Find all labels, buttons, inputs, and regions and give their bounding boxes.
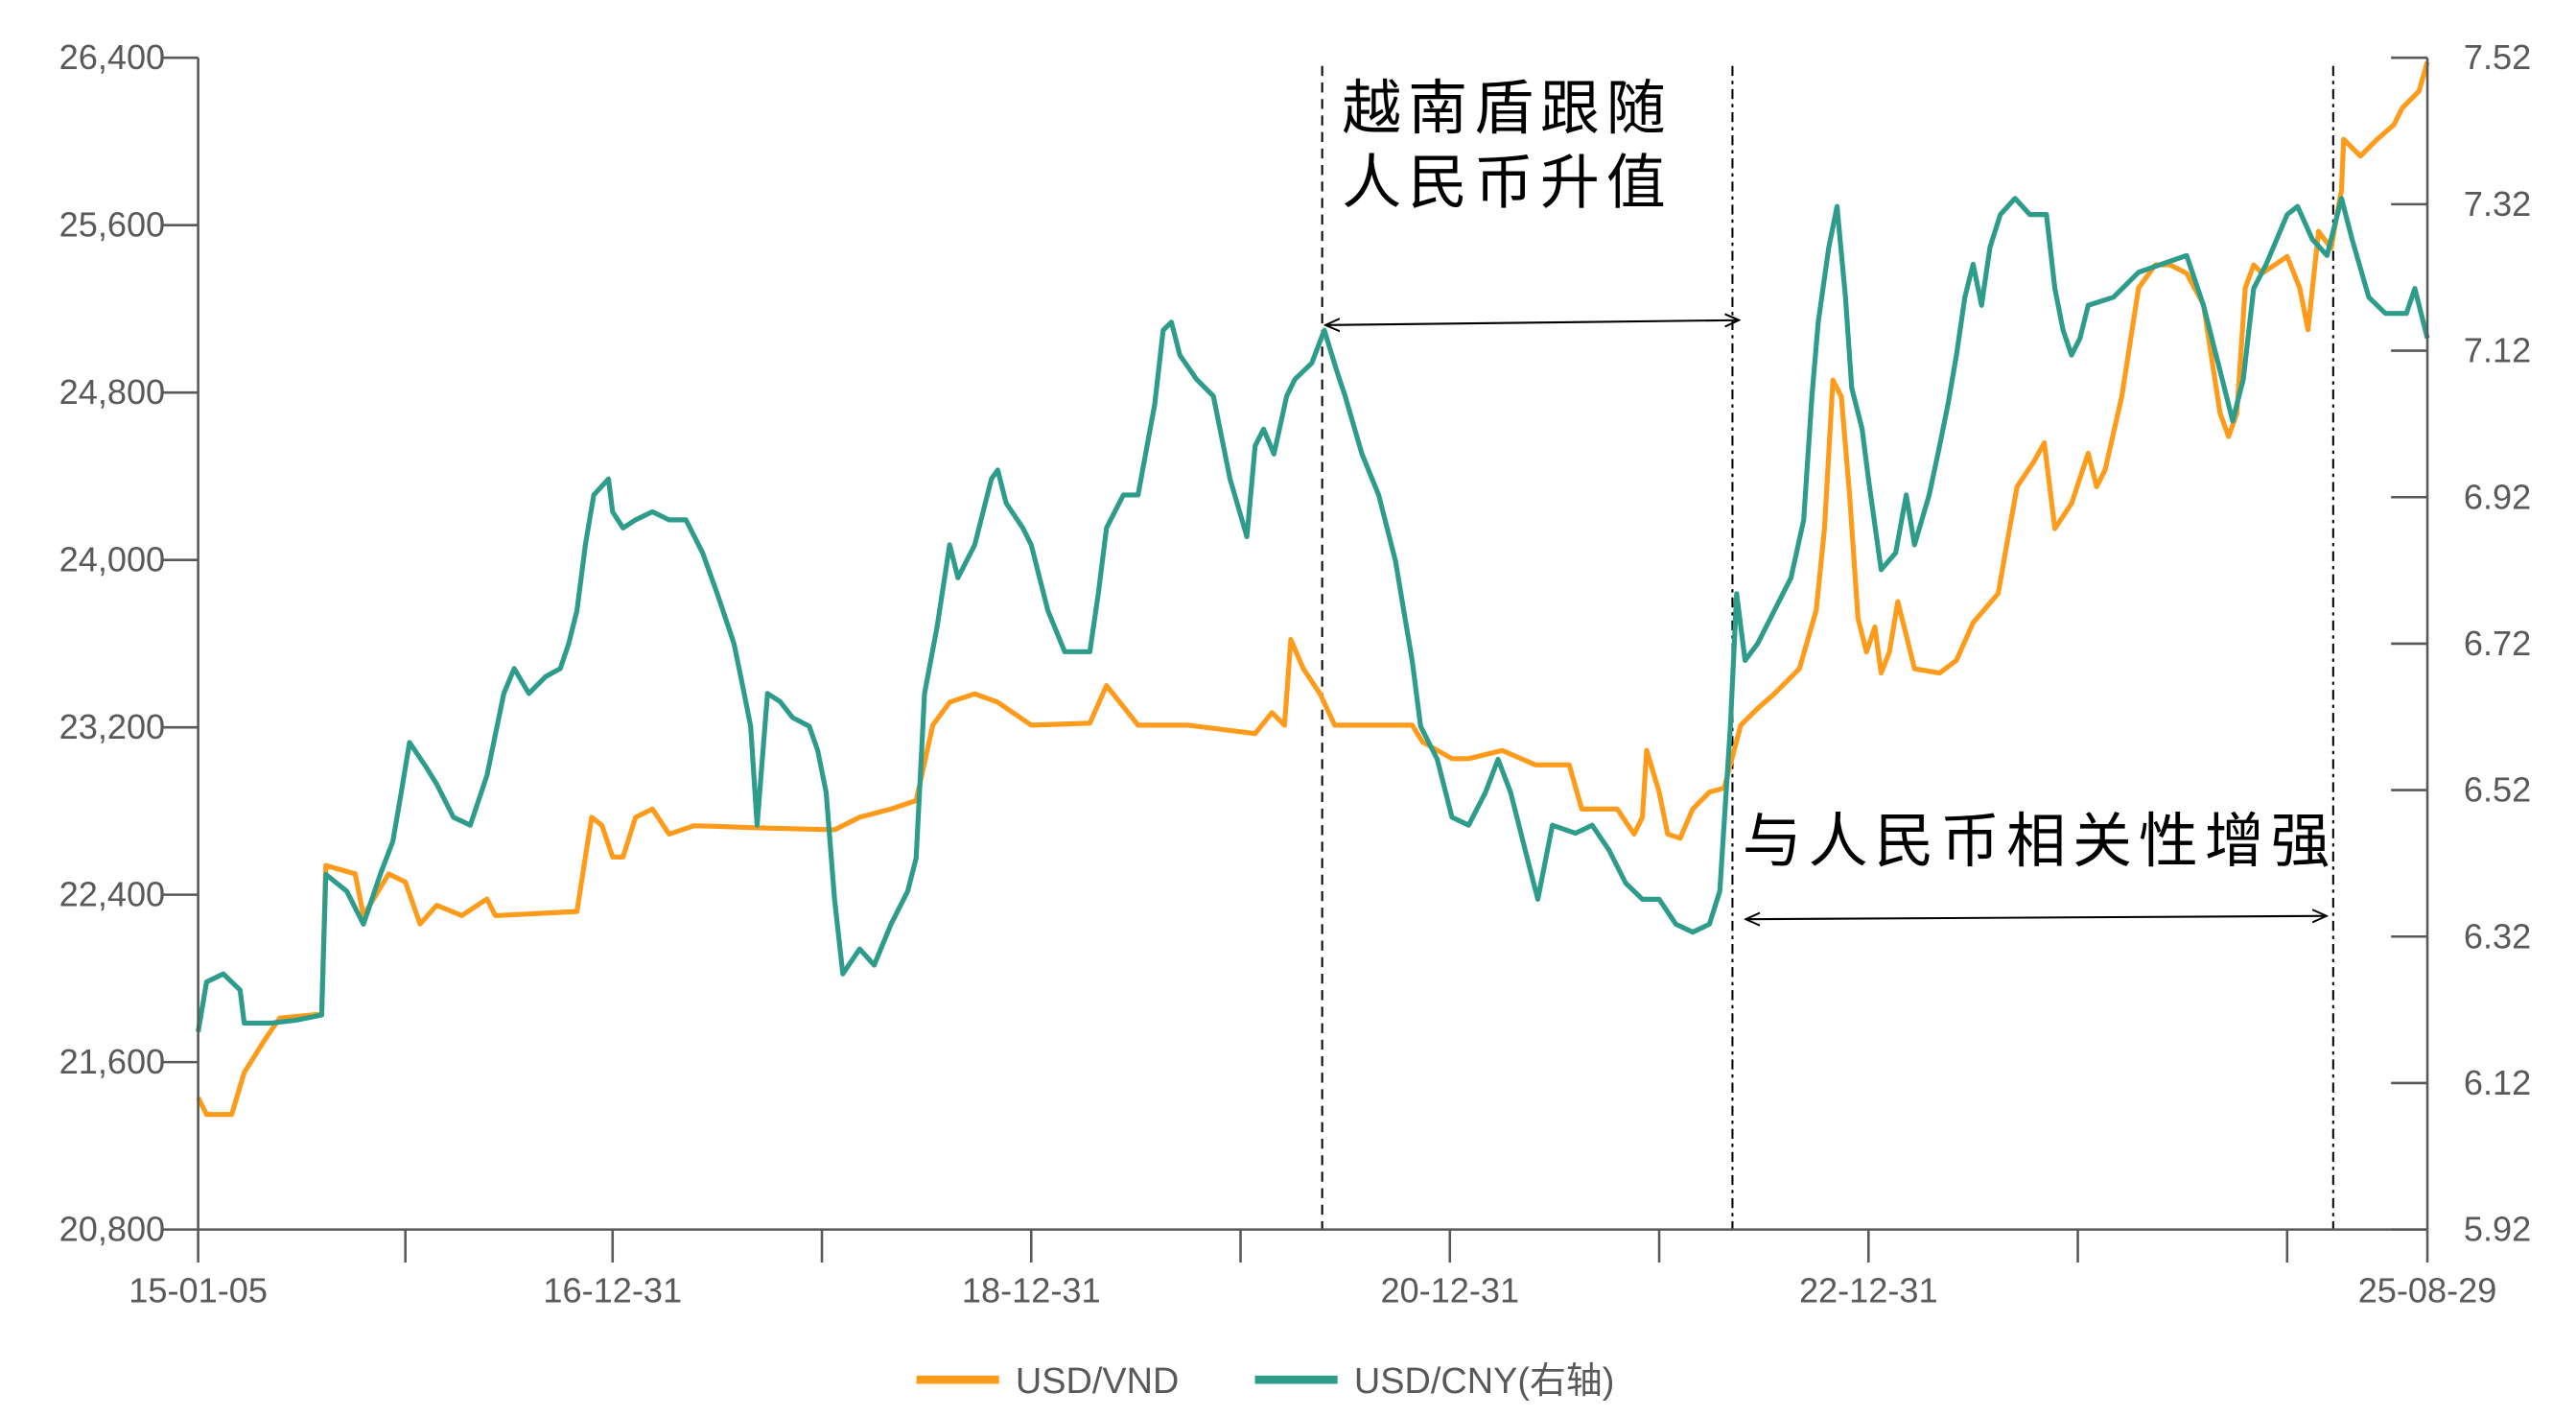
left-axis-tick-label: 24,800 xyxy=(59,372,166,412)
annotation-arrow-correlation xyxy=(1745,916,2327,919)
left-axis-tick-label: 21,600 xyxy=(59,1042,166,1081)
left-axis-tick-label: 26,400 xyxy=(59,37,166,77)
legend-label-usd-vnd: USD/VND xyxy=(1016,1361,1179,1402)
annotation-text-line: 与人民币相关性增强 xyxy=(1743,806,2337,876)
right-axis-tick-label: 6.32 xyxy=(2464,916,2531,956)
left-axis-tick-label: 20,800 xyxy=(59,1210,166,1249)
annotation-text-line: 人民币升值 xyxy=(1342,148,1672,218)
x-axis-tick-label: 16-12-31 xyxy=(543,1270,682,1310)
left-axis-tick-label: 24,000 xyxy=(59,540,166,579)
x-axis-tick-label: 18-12-31 xyxy=(962,1270,1101,1310)
left-axis-tick-label: 22,400 xyxy=(59,875,166,914)
left-axis-tick-label: 25,600 xyxy=(59,205,166,245)
x-axis-tick-label: 22-12-31 xyxy=(1799,1270,1938,1310)
annotation-text-line: 越南盾跟随 xyxy=(1342,73,1672,143)
legend: USD/VND USD/CNY(右轴) xyxy=(916,1361,1614,1402)
legend-label-usd-cny: USD/CNY(右轴) xyxy=(1354,1361,1614,1402)
series-lines xyxy=(196,60,2430,1118)
series-line-usd-vnd xyxy=(196,60,2430,1118)
right-axis-tick-label: 6.12 xyxy=(2464,1063,2531,1102)
right-axis-tick-label: 5.92 xyxy=(2464,1210,2531,1249)
x-axis-tick-label: 20-12-31 xyxy=(1380,1270,1519,1310)
right-axis-tick-label: 7.52 xyxy=(2464,37,2531,77)
x-axis-tick-label: 25-08-29 xyxy=(2358,1270,2497,1310)
x-axis-tick-label: 15-01-05 xyxy=(129,1270,268,1310)
right-axis-tick-label: 7.32 xyxy=(2464,184,2531,224)
right-axis-tick-label: 6.52 xyxy=(2464,770,2531,810)
series-line-usd-cny xyxy=(196,196,2430,1032)
axes: 26,400 25,600 24,800 24,000 23,200 22,400 21,6… xyxy=(59,37,2532,1310)
right-axis-tick-label: 6.92 xyxy=(2464,477,2531,516)
right-axis-tick-label: 7.12 xyxy=(2464,331,2531,370)
left-axis-tick-label: 23,200 xyxy=(59,707,166,746)
annotation-arrow-cny-appreciation xyxy=(1325,320,1739,325)
right-axis-tick-label: 6.72 xyxy=(2464,624,2531,663)
